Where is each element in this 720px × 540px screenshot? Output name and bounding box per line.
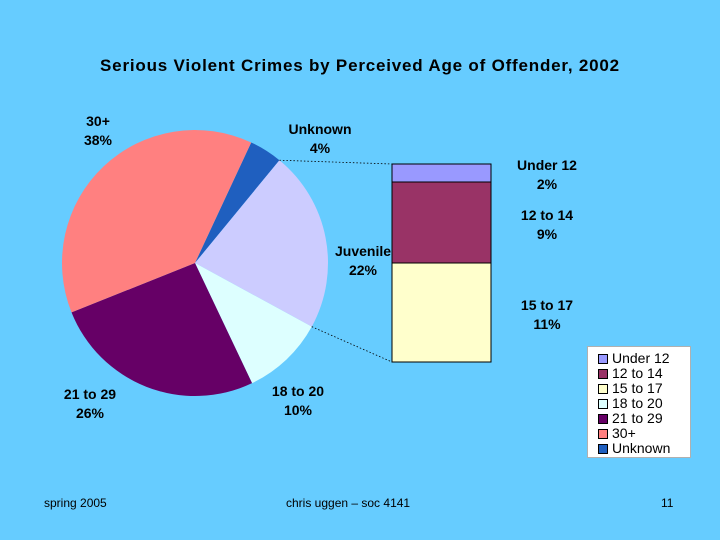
legend-label: Unknown: [612, 440, 671, 456]
legend-label: 12 to 14: [612, 365, 663, 381]
slice-label-30plus-name: 30+: [86, 113, 110, 129]
pie-slice-18-to-20: [195, 263, 312, 384]
pie-slice-juvenile: [195, 160, 328, 327]
legend-label: 21 to 29: [612, 410, 663, 426]
slice-label-18-20-name: 18 to 20: [271, 383, 325, 399]
slice-label-juvenile: Juvenile 22%: [326, 242, 400, 280]
slice-label-30plus-pct: 38%: [83, 132, 113, 148]
connector-line-bottom: [311, 326, 393, 363]
slice-label-30plus: 30+ 38%: [68, 112, 128, 150]
slice-label-21-29: 21 to 29 26%: [50, 385, 130, 423]
bar-label-under-12: Under 12 2%: [500, 156, 594, 194]
legend-swatch: [598, 428, 608, 439]
legend-item: 30+: [598, 426, 690, 441]
connector-line-top: [279, 159, 393, 165]
legend-item: Unknown: [598, 441, 690, 456]
slice-label-unknown-name: Unknown: [288, 121, 352, 137]
bar-label-under-12-name: Under 12: [517, 157, 577, 173]
bar-label-15-17: 15 to 17 11%: [500, 296, 594, 334]
chart-legend: Under 12 12 to 14 15 to 17 18 to 20 21 t…: [587, 346, 691, 458]
slice-label-21-29-name: 21 to 29: [63, 386, 117, 402]
legend-item: 21 to 29: [598, 411, 690, 426]
legend-swatch: [598, 413, 608, 424]
bar-label-15-17-pct: 11%: [533, 316, 561, 332]
legend-label: 18 to 20: [612, 395, 663, 411]
slice-label-21-29-pct: 26%: [75, 405, 105, 421]
bar-label-12-14-pct: 9%: [536, 226, 558, 242]
bar-label-under-12-pct: 2%: [536, 176, 558, 192]
bar-segment-0: [391, 163, 492, 183]
legend-swatch: [598, 353, 608, 364]
slice-label-18-20: 18 to 20 10%: [258, 382, 338, 420]
legend-item: Under 12: [598, 351, 690, 366]
bar-label-15-17-name: 15 to 17: [520, 297, 574, 313]
slice-label-juvenile-name: Juvenile: [334, 243, 392, 259]
footer-center: chris uggen – soc 4141: [286, 496, 411, 510]
pie-slice-21-to-29: [71, 263, 253, 396]
slice-label-18-20-pct: 10%: [283, 402, 313, 418]
legend-swatch: [598, 443, 608, 454]
pie-slice-unknown: [195, 142, 280, 263]
legend-item: 18 to 20: [598, 396, 690, 411]
bar-label-12-14: 12 to 14 9%: [500, 206, 594, 244]
bar-segment-2: [391, 262, 492, 363]
legend-swatch: [598, 398, 608, 409]
bar-segment-1: [391, 181, 492, 264]
slice-label-unknown: Unknown 4%: [280, 120, 360, 158]
legend-item: 12 to 14: [598, 366, 690, 381]
legend-label: 15 to 17: [612, 380, 663, 396]
legend-swatch: [598, 368, 608, 379]
chart-title: Serious Violent Crimes by Perceived Age …: [100, 56, 620, 75]
slice-label-unknown-pct: 4%: [309, 140, 331, 156]
legend-label: Under 12: [612, 350, 670, 366]
pie-slice-30: [61, 129, 252, 313]
page-number: 11: [661, 496, 674, 510]
legend-label: 30+: [612, 425, 636, 441]
legend-item: 15 to 17: [598, 381, 690, 396]
bar-label-12-14-name: 12 to 14: [520, 207, 574, 223]
footer-left: spring 2005: [44, 496, 107, 510]
slice-label-juvenile-pct: 22%: [348, 262, 378, 278]
legend-swatch: [598, 383, 608, 394]
